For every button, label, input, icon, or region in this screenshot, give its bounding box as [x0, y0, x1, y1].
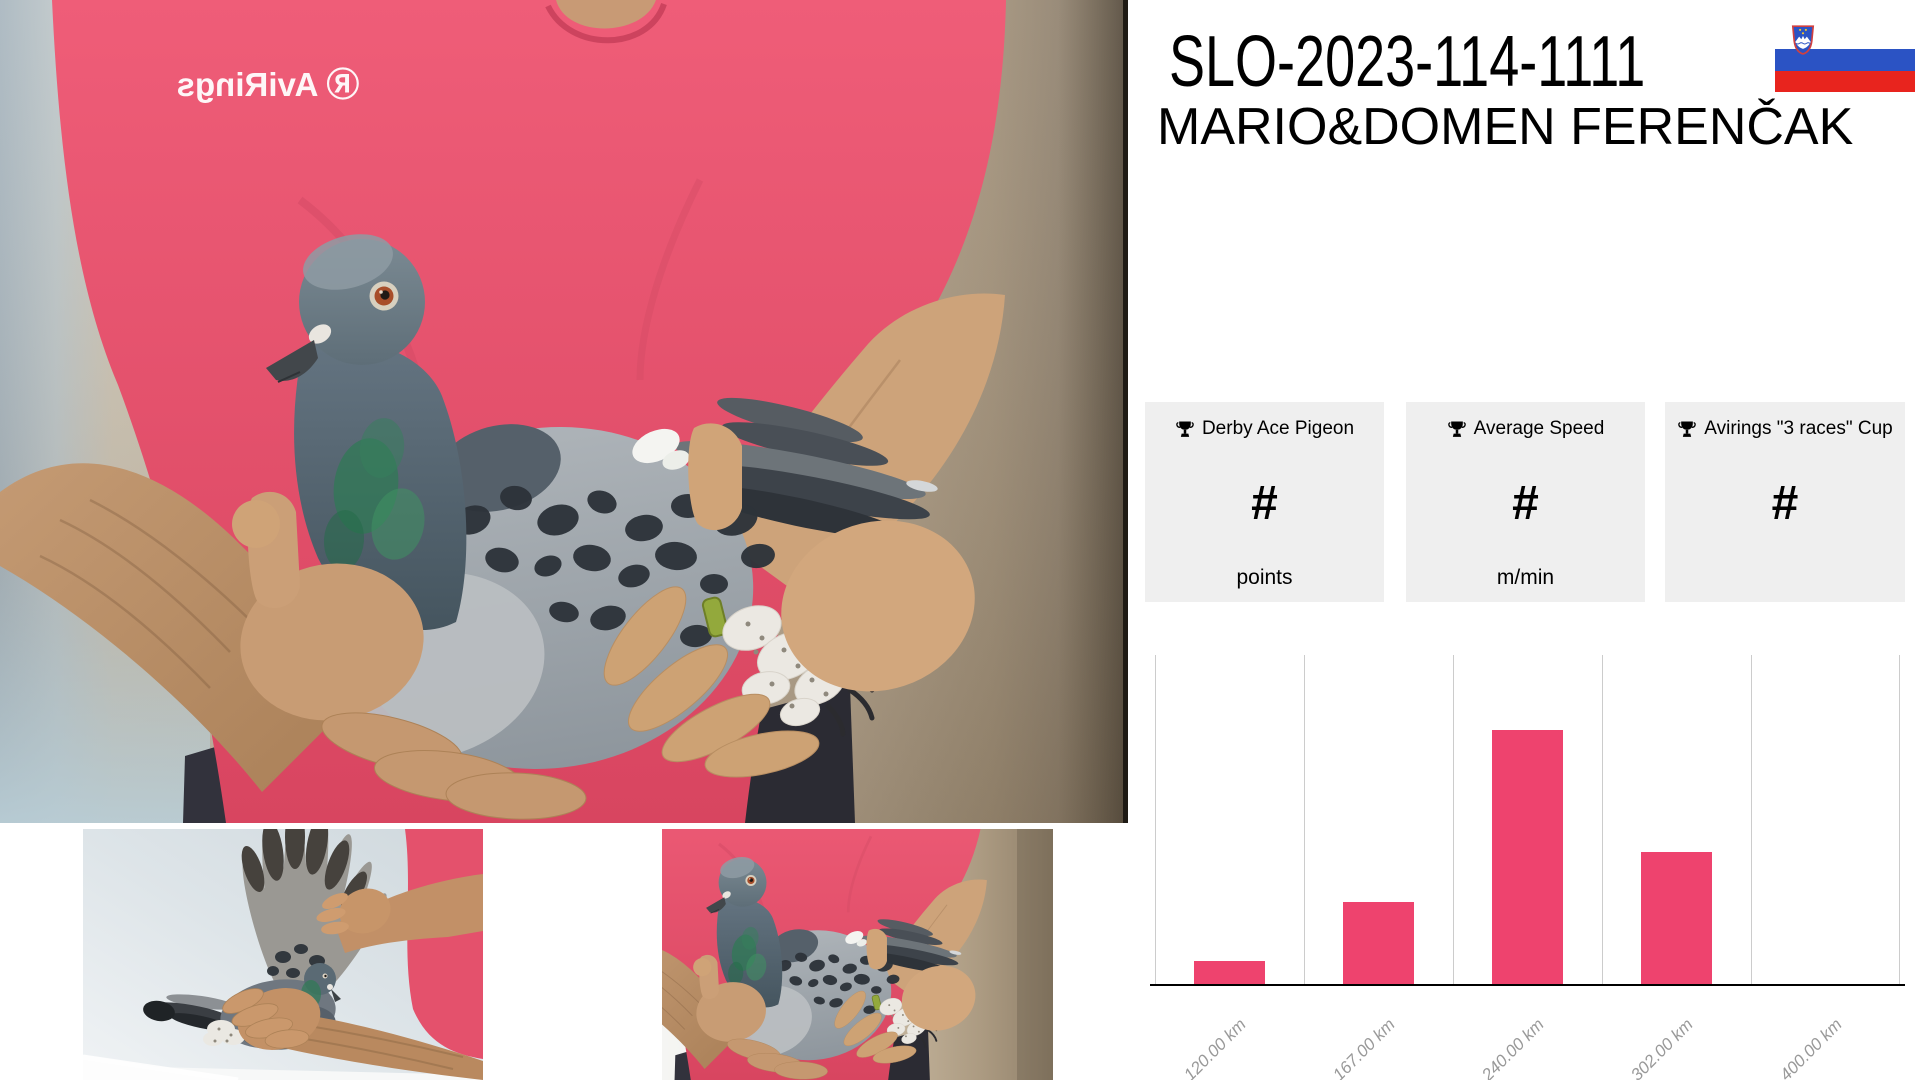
trophy-icon [1447, 421, 1466, 437]
stat-value: # [1512, 477, 1539, 530]
stat-unit: points [1236, 566, 1293, 589]
stat-card-derby-ace: Derby Ace Pigeon # points [1145, 402, 1384, 602]
chart-gridline [1602, 655, 1603, 985]
stat-card-3-races-cup: Avirings "3 races" Cup # [1665, 402, 1905, 602]
chart-bar-30200 [1641, 852, 1712, 985]
wing-spread-illustration: Ⓡ AviRings [83, 829, 483, 1080]
ring-id-title: SLO-2023-114-1111 [1169, 22, 1646, 102]
stat-value: # [1771, 477, 1799, 530]
stat-card-label-row: Derby Ace Pigeon [1145, 416, 1384, 442]
pigeon-held-illustration [662, 829, 1053, 1080]
chart-tick-label: 302.00 km [1626, 1014, 1697, 1080]
chart-gridline [1899, 655, 1900, 985]
slovenia-flag [1775, 25, 1915, 92]
main-pigeon-photo [0, 0, 1128, 823]
trophy-icon [1678, 421, 1697, 437]
stat-unit: m/min [1496, 566, 1555, 589]
chart-tick-label: 400.00 km [1775, 1014, 1846, 1080]
chart-tick-label: 120.00 km [1179, 1014, 1250, 1080]
chart-bar-24000 [1492, 730, 1563, 985]
slovenia-coat-of-arms [1791, 25, 1815, 55]
stat-card-average-speed: Average Speed # m/min [1406, 402, 1645, 602]
stat-card-label-row: Avirings "3 races" Cup [1665, 416, 1905, 442]
stat-card-label-row: Average Speed [1406, 416, 1645, 442]
chart-x-axis-labels: 120.00 km 167.00 km 240.00 km 302.00 km 400.… [1155, 655, 1900, 1080]
chart-bar-16700 [1343, 902, 1414, 985]
pigeon-held-photo [662, 829, 1053, 1080]
trophy-icon [1176, 421, 1194, 437]
stat-label: Average Speed [1473, 418, 1605, 439]
chart-gridline [1155, 655, 1156, 985]
wing-spread-photo: Ⓡ AviRings [83, 829, 483, 1080]
stat-value: # [1251, 477, 1278, 530]
flag-stripe-red [1775, 70, 1915, 92]
chart-gridline [1453, 655, 1454, 985]
stat-label: Avirings "3 races" Cup [1704, 418, 1893, 439]
chart-tick-label: 240.00 km [1477, 1014, 1548, 1080]
chart-tick-label: 167.00 km [1328, 1014, 1399, 1080]
chart-bar-12000 [1194, 961, 1265, 985]
stat-label: Derby Ace Pigeon [1201, 418, 1355, 439]
owner-name: MARIO&DOMEN FERENČAK [1157, 98, 1854, 156]
chart-x-axis-line [1150, 984, 1905, 986]
pigeon-in-hands-illustration [0, 0, 1128, 823]
flag-stripe-blue [1775, 49, 1915, 71]
race-distance-bar-chart [1155, 655, 1900, 985]
chart-gridline [1304, 655, 1305, 985]
chart-gridline [1751, 655, 1752, 985]
